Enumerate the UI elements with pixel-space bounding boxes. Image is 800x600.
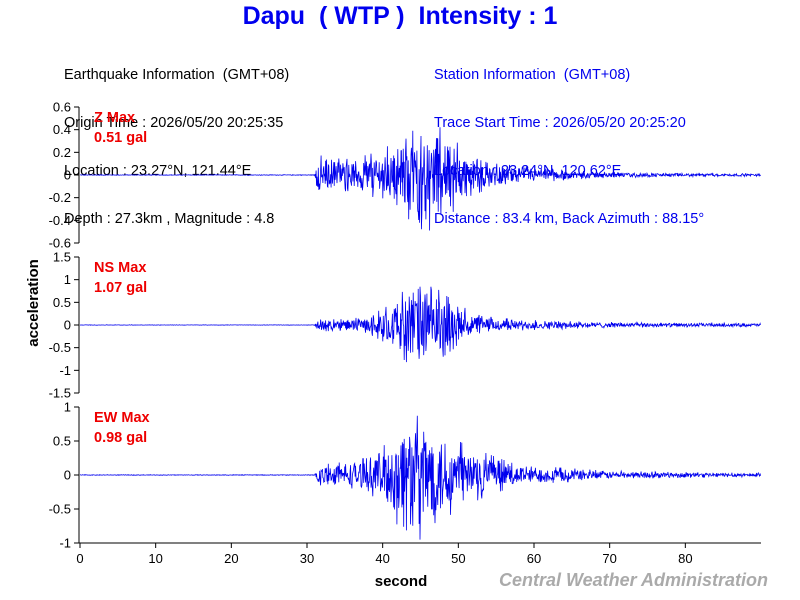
panel-ns: 1.5 1 0.5 0 -0.5 -1 -1.5 NS Max 1.07 gal bbox=[49, 250, 761, 401]
x-tick-label: 0 bbox=[76, 551, 83, 566]
max-label-z: Z Max bbox=[94, 110, 135, 126]
x-tick-label: 80 bbox=[678, 551, 692, 566]
panel-z: 0.6 0.4 0.2 0 -0.2 -0.4 -0.6 Z Max 0.51 gal bbox=[49, 100, 761, 251]
y-tick-label: 0 bbox=[64, 318, 71, 333]
y-tick-label: 0 bbox=[64, 168, 71, 183]
max-value-ew: 0.98 gal bbox=[94, 430, 147, 446]
station-info-heading: Station Information (GMT+08) bbox=[434, 67, 631, 83]
x-axis-label: second bbox=[375, 573, 428, 590]
y-tick-label: -0.4 bbox=[49, 213, 71, 228]
y-tick-label: 1 bbox=[64, 272, 71, 287]
x-tick-label: 70 bbox=[602, 551, 616, 566]
x-tick-label: 20 bbox=[224, 551, 238, 566]
x-tick-label: 10 bbox=[148, 551, 162, 566]
panels-group: 0.6 0.4 0.2 0 -0.2 -0.4 -0.6 Z Max 0.51 gal 1.5 1 0… bbox=[49, 100, 761, 551]
y-tick-label: 0.4 bbox=[53, 122, 71, 137]
max-label-ns: NS Max bbox=[94, 260, 146, 276]
y-tick-label: 0 bbox=[64, 468, 71, 483]
y-axis-label: acceleration bbox=[25, 259, 42, 347]
station-info: Station Information (GMT+08) Trace Start… bbox=[434, 35, 704, 259]
x-tick-label: 40 bbox=[375, 551, 389, 566]
x-tick-label: 60 bbox=[527, 551, 541, 566]
y-tick-label: -1 bbox=[59, 363, 71, 378]
waveform-ns bbox=[79, 286, 761, 363]
y-tick-label: -1 bbox=[59, 536, 71, 551]
earthquake-info-heading: Earthquake Information (GMT+08) bbox=[64, 67, 290, 83]
x-axis: 0 10 20 30 40 50 60 70 80 bbox=[76, 542, 761, 566]
y-tick-label: -0.2 bbox=[49, 190, 71, 205]
trace-start-time: Trace Start Time : 2026/05/20 20:25:20 bbox=[434, 115, 686, 131]
max-value-ns: 1.07 gal bbox=[94, 280, 147, 296]
max-value-z: 0.51 gal bbox=[94, 130, 147, 146]
y-tick-label: 0.5 bbox=[53, 434, 71, 449]
max-label-ew: EW Max bbox=[94, 410, 150, 426]
y-tick-label: 1.5 bbox=[53, 250, 71, 265]
y-tick-label: -0.5 bbox=[49, 502, 71, 517]
distance-azimuth: Distance : 83.4 km, Back Azimuth : 88.15… bbox=[434, 211, 705, 227]
panel-ew: 1 0.5 0 -0.5 -1 EW Max 0.98 gal bbox=[49, 400, 761, 551]
y-tick-label: -1.5 bbox=[49, 386, 71, 401]
y-tick-label: 1 bbox=[64, 400, 71, 415]
y-tick-label: 0.6 bbox=[53, 100, 71, 115]
x-tick-label: 50 bbox=[451, 551, 465, 566]
y-tick-label: -0.5 bbox=[49, 340, 71, 355]
y-tick-label: 0.5 bbox=[53, 295, 71, 310]
origin-time: Origin Time : 2026/05/20 20:25:35 bbox=[64, 115, 284, 131]
y-tick-label: 0.2 bbox=[53, 145, 71, 160]
waveform-ew bbox=[79, 415, 761, 540]
waveform-z bbox=[80, 127, 761, 231]
chart-title: Dapu ( WTP ) Intensity : 1 bbox=[242, 2, 558, 30]
x-tick-label: 30 bbox=[300, 551, 314, 566]
watermark: Central Weather Administration bbox=[498, 570, 768, 590]
y-tick-label: -0.6 bbox=[49, 236, 71, 251]
depth-magnitude: Depth : 27.3km , Magnitude : 4.8 bbox=[64, 211, 275, 227]
